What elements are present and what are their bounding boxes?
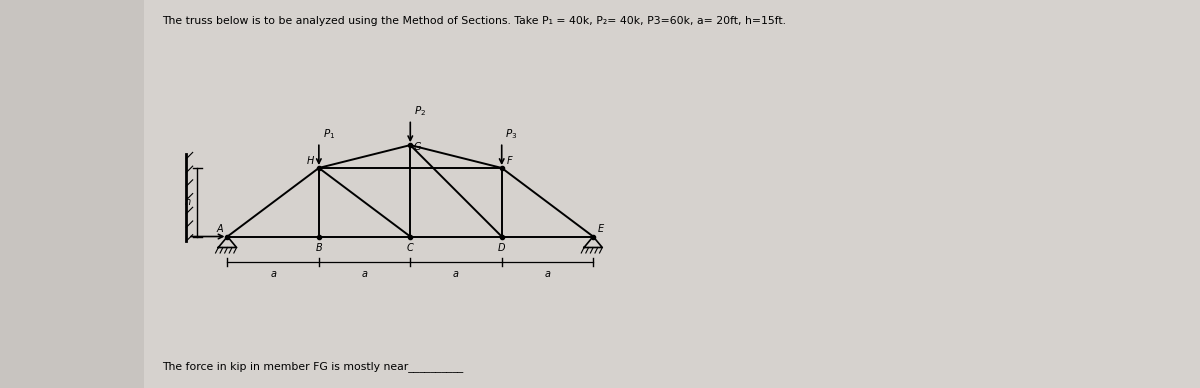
Text: E: E bbox=[598, 224, 604, 234]
Text: F: F bbox=[506, 156, 512, 166]
Text: h: h bbox=[185, 197, 191, 207]
Text: H: H bbox=[307, 156, 314, 166]
Text: B: B bbox=[316, 243, 323, 253]
Text: a: a bbox=[545, 268, 551, 279]
Text: The force in kip in member FG is mostly near__________: The force in kip in member FG is mostly … bbox=[162, 362, 463, 372]
Text: a: a bbox=[454, 268, 458, 279]
Text: $P_3$: $P_3$ bbox=[505, 127, 517, 140]
Text: A: A bbox=[216, 224, 223, 234]
Text: The truss below is to be analyzed using the Method of Sections. Take P₁ = 40k, P: The truss below is to be analyzed using … bbox=[162, 16, 786, 26]
Text: a: a bbox=[361, 268, 367, 279]
Text: D: D bbox=[498, 243, 505, 253]
FancyBboxPatch shape bbox=[144, 0, 1200, 388]
Text: G: G bbox=[414, 142, 421, 152]
Text: $P_1$: $P_1$ bbox=[323, 127, 335, 140]
Text: C: C bbox=[407, 243, 414, 253]
Text: a: a bbox=[270, 268, 276, 279]
Text: $P_2$: $P_2$ bbox=[414, 104, 426, 118]
